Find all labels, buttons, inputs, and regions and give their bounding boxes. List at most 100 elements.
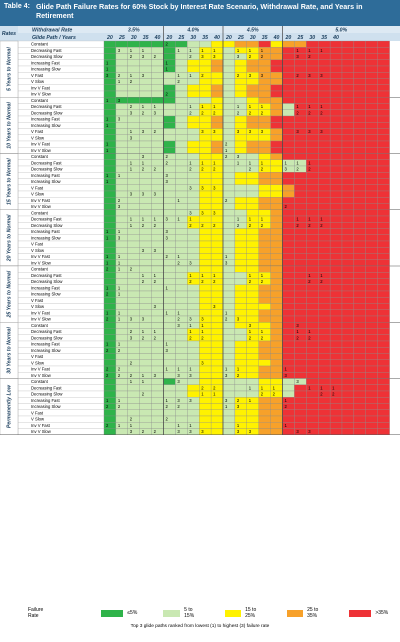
rank-number: 1: [154, 104, 157, 109]
heat-cell: [282, 97, 295, 104]
heat-cell: [175, 134, 188, 142]
rank-number: 3: [154, 192, 157, 197]
heat-cell: [294, 409, 307, 417]
heat-cell: [246, 315, 259, 323]
heat-cell: [151, 240, 164, 248]
heat-cell: [329, 328, 343, 335]
legend-swatch-red: [349, 609, 372, 617]
heat-cell: [234, 84, 247, 92]
heat-cell: [246, 65, 259, 73]
heat-cell: [329, 134, 343, 142]
heat-cell: [199, 234, 212, 242]
heat-cell: [222, 415, 236, 423]
glide-path-name: Inv V Fast: [31, 367, 51, 372]
heat-cell: [187, 309, 200, 317]
heat-cell: [103, 409, 117, 417]
heat-cell: [139, 340, 152, 348]
heat-cell: [270, 234, 283, 242]
heat-cell: [222, 340, 236, 348]
heat-cell: [127, 228, 140, 235]
heat-cell: [103, 190, 117, 198]
heat-cell: [329, 190, 343, 198]
rank-number: 3: [118, 117, 121, 122]
year-header: 20: [285, 35, 292, 41]
heat-cell: [282, 265, 295, 273]
heat-cell: [222, 109, 236, 117]
rank-number: 3: [296, 129, 299, 134]
heat-cell: [175, 209, 188, 217]
year-header: 35: [202, 35, 208, 41]
heat-cell: [329, 409, 343, 417]
rank-number: 1: [189, 217, 192, 222]
heat-cell: [115, 184, 128, 192]
heat-cell: [282, 272, 295, 279]
heat-cell: [258, 353, 271, 360]
rank-number: 2: [201, 335, 204, 340]
heat-cell: [187, 384, 200, 392]
heat-cell: [353, 353, 366, 360]
heat-cell: [199, 84, 212, 92]
heat-cell: [246, 78, 259, 85]
heat-cell: [270, 290, 283, 298]
heat-cell: [222, 172, 236, 179]
heat-cell: [103, 353, 117, 360]
rank-number: 1: [225, 310, 228, 315]
heat-cell: [329, 359, 343, 367]
heat-cell: [222, 90, 236, 98]
heat-cell: [353, 140, 366, 148]
heat-cell: [246, 353, 259, 360]
heat-cell: [175, 40, 188, 48]
rank-number: 1: [118, 267, 121, 272]
glide-path-name: Decreasing Slow: [31, 392, 63, 397]
heat-cell: [139, 322, 152, 329]
heat-cell: [199, 197, 212, 204]
heat-cell: [222, 184, 236, 192]
heat-cell: [353, 209, 366, 217]
heat-cell: [294, 178, 307, 185]
rank-number: 2: [154, 429, 157, 434]
heat-cell: [365, 65, 378, 73]
heat-cell: [151, 290, 164, 298]
heat-cell: [365, 347, 378, 354]
heat-cell: [246, 59, 259, 67]
heat-cell: [353, 259, 366, 267]
heat-cell: [306, 422, 319, 429]
heat-cell: [318, 265, 331, 273]
heat-cell: [306, 347, 319, 354]
heat-cell: [329, 78, 343, 85]
heat-cell: [210, 90, 224, 98]
heat-cell: [210, 372, 224, 379]
heat-cell: [222, 322, 236, 329]
heat-cell: [353, 334, 366, 342]
heat-cell: [246, 190, 259, 198]
rank-number: 3: [189, 210, 192, 215]
heat-cell: [222, 47, 236, 54]
heat-cell: [318, 315, 331, 323]
heat-cell: [341, 165, 355, 173]
glide-path-name: Decreasing Slow: [31, 223, 63, 228]
heat-cell: [103, 247, 117, 254]
heat-cell: [151, 347, 164, 354]
rank-number: 2: [225, 154, 228, 159]
rank-number: 2: [249, 279, 252, 284]
heat-cell: [365, 403, 378, 410]
rank-number: 1: [296, 217, 299, 222]
heat-cell: [258, 228, 271, 235]
heat-cell: [234, 384, 247, 392]
heat-cell: [115, 353, 128, 360]
heat-cell: [353, 172, 366, 179]
heat-cell: [175, 159, 188, 167]
heat-cell: [151, 209, 164, 217]
rank-number: 1: [106, 60, 109, 65]
heat-cell: [377, 265, 390, 273]
heat-cell: [329, 378, 343, 385]
heat-cell: [210, 59, 224, 67]
heat-cell: [306, 247, 319, 254]
heat-cell: [294, 303, 307, 310]
rank-number: 1: [130, 129, 133, 134]
rank-number: 2: [261, 54, 264, 59]
heat-cell: [151, 384, 164, 392]
rates-header: Rates: [2, 31, 16, 37]
heat-cell: [294, 359, 307, 367]
heat-cell: [246, 247, 259, 254]
